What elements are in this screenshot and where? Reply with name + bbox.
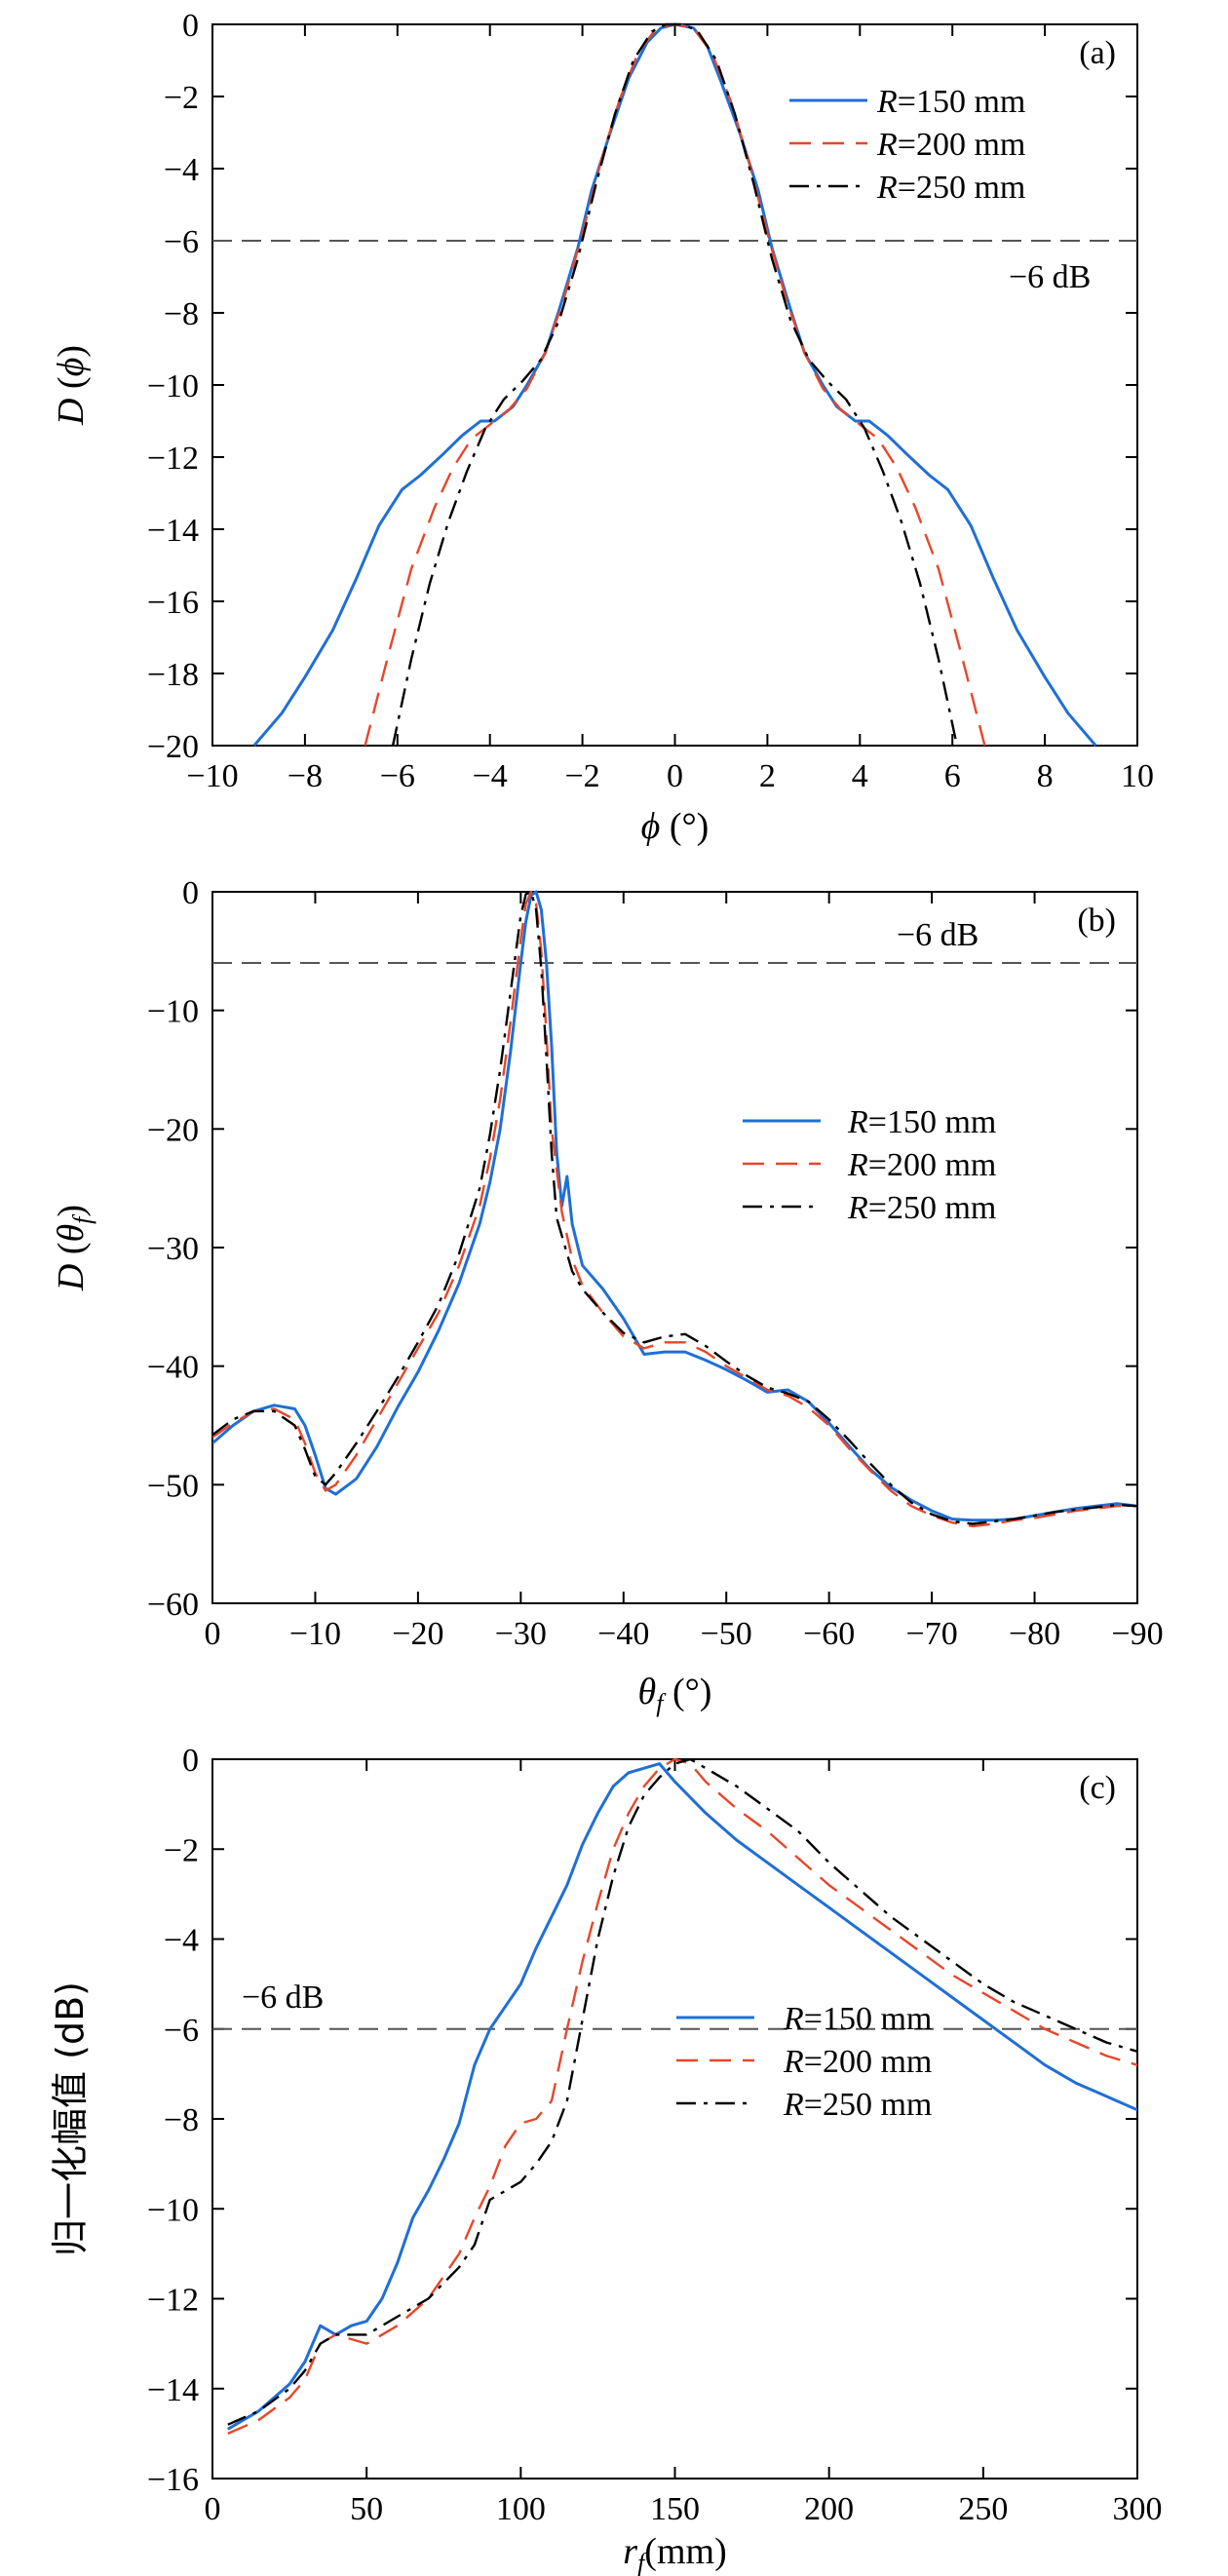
y-tick-label: −20 (147, 729, 199, 765)
panel-label: (c) (1079, 1770, 1116, 1806)
y-tick-label: 0 (182, 8, 199, 44)
y-tick-label: 0 (182, 1743, 199, 1779)
x-tick-label: −40 (597, 1616, 649, 1652)
x-tick-label: −10 (289, 1616, 341, 1652)
x-tick-label: 150 (650, 2491, 700, 2527)
legend-entry: R=150 mm (876, 84, 1025, 120)
y-tick-label: −50 (147, 1468, 199, 1504)
chart-panel-1: −10 −8 −6 −4 −2 0 2 4 6 8 100−2−4−6−8−10−12−14−16−… (51, 8, 1154, 847)
y-tick-label: −4 (164, 152, 199, 188)
x-tick-label: 0 (205, 2491, 221, 2527)
y-tick-label: −2 (164, 80, 199, 116)
y-tick-label: −30 (147, 1231, 199, 1267)
y-tick-label: −8 (164, 2102, 199, 2138)
y-tick-label: −16 (147, 2462, 199, 2498)
series-line-3 (391, 22, 959, 747)
legend-entry: R=150 mm (783, 2001, 932, 2037)
chart-panel-2: 0 −10 −20 −30 −40 −50 −60 −70 −80 −90 0 −10 −20 −30 −4… (51, 875, 1164, 1717)
y-tick-label: −10 (147, 2192, 199, 2228)
y-tick-label: −40 (147, 1350, 199, 1386)
series-line-3 (227, 1757, 1137, 2426)
x-tick-label: −8 (288, 758, 323, 794)
y-tick-label: −14 (147, 513, 199, 549)
y-tick-label: −60 (147, 1587, 199, 1623)
x-tick-label: 200 (804, 2491, 854, 2527)
y-tick-label: −20 (147, 1112, 199, 1148)
x-tick-label: 0 (205, 1616, 221, 1652)
x-tick-label: −30 (495, 1616, 547, 1652)
y-tick-label: −12 (147, 2283, 199, 2319)
y-tick-label: −4 (164, 1923, 199, 1959)
series-line-2 (212, 890, 1137, 1528)
x-tick-label: 2 (759, 758, 776, 794)
y-tick-label: −6 (164, 2013, 199, 2049)
x-tick-label: 300 (1113, 2491, 1163, 2527)
legend-entry: R=200 mm (876, 127, 1025, 163)
x-tick-label: 6 (944, 758, 961, 794)
y-axis-label: D (θf) (51, 1205, 96, 1291)
plot-frame (211, 1758, 1138, 2480)
series-line-1 (227, 1762, 1137, 2431)
legend-entry: R=200 mm (783, 2044, 932, 2080)
y-tick-label: −10 (147, 368, 199, 404)
x-tick-label: 0 (667, 758, 683, 794)
panel-label: (b) (1077, 903, 1116, 939)
y-tick-label: 0 (182, 875, 199, 911)
x-tick-label: −80 (1009, 1616, 1060, 1652)
plot-frame (211, 891, 1138, 1604)
series-line-2 (227, 1757, 1137, 2435)
legend-entry: R=250 mm (847, 1190, 996, 1226)
y-tick-label: −6 (164, 224, 199, 260)
y-axis-label: 归一化幅值 (dB) (49, 1981, 92, 2256)
x-tick-label: 10 (1121, 758, 1154, 794)
legend-entry: R=250 mm (783, 2087, 932, 2123)
reference-line-label: −6 dB (1009, 259, 1091, 295)
legend-entry: R=200 mm (847, 1147, 996, 1183)
y-axis-label: D (ϕ) (51, 345, 92, 426)
x-tick-label: 250 (958, 2491, 1008, 2527)
x-tick-label: 100 (496, 2491, 546, 2527)
y-tick-label: −10 (147, 994, 199, 1030)
x-tick-label: −50 (701, 1616, 752, 1652)
x-tick-label: −70 (906, 1616, 958, 1652)
legend-entry: R=250 mm (876, 170, 1025, 206)
y-tick-label: −18 (147, 657, 199, 693)
y-tick-label: −14 (147, 2372, 199, 2408)
legend-entry: R=150 mm (847, 1104, 996, 1140)
reference-line-label: −6 dB (242, 1980, 324, 2016)
x-tick-label: −2 (565, 758, 600, 794)
x-tick-label: −90 (1111, 1616, 1163, 1652)
x-tick-label: 4 (852, 758, 868, 794)
y-tick-label: −12 (147, 441, 199, 477)
x-tick-label: −20 (392, 1616, 443, 1652)
x-tick-label: 8 (1037, 758, 1054, 794)
panel-label: (a) (1079, 35, 1116, 71)
x-tick-label: −6 (380, 758, 415, 794)
chart-panel-3: 0 50 100 150 200 250 300 0 −2 −4 −6 −8 −10 −12 −14 −16 −… (49, 1743, 1163, 2576)
x-tick-label: 50 (350, 2491, 383, 2527)
x-tick-label: −60 (803, 1616, 855, 1652)
y-tick-label: −2 (164, 1832, 199, 1868)
x-axis-label: θf (°) (638, 1672, 712, 1717)
x-axis-label: rf(mm) (623, 2531, 726, 2576)
x-tick-label: −4 (473, 758, 508, 794)
y-tick-label: −8 (164, 296, 199, 332)
series-line-1 (212, 890, 1137, 1522)
y-tick-label: −16 (147, 585, 199, 621)
reference-line-label: −6 dB (897, 917, 979, 953)
x-axis-label: ϕ (°) (641, 806, 710, 847)
series-line-3 (212, 890, 1137, 1525)
x-tick-label: −10 (186, 758, 238, 794)
